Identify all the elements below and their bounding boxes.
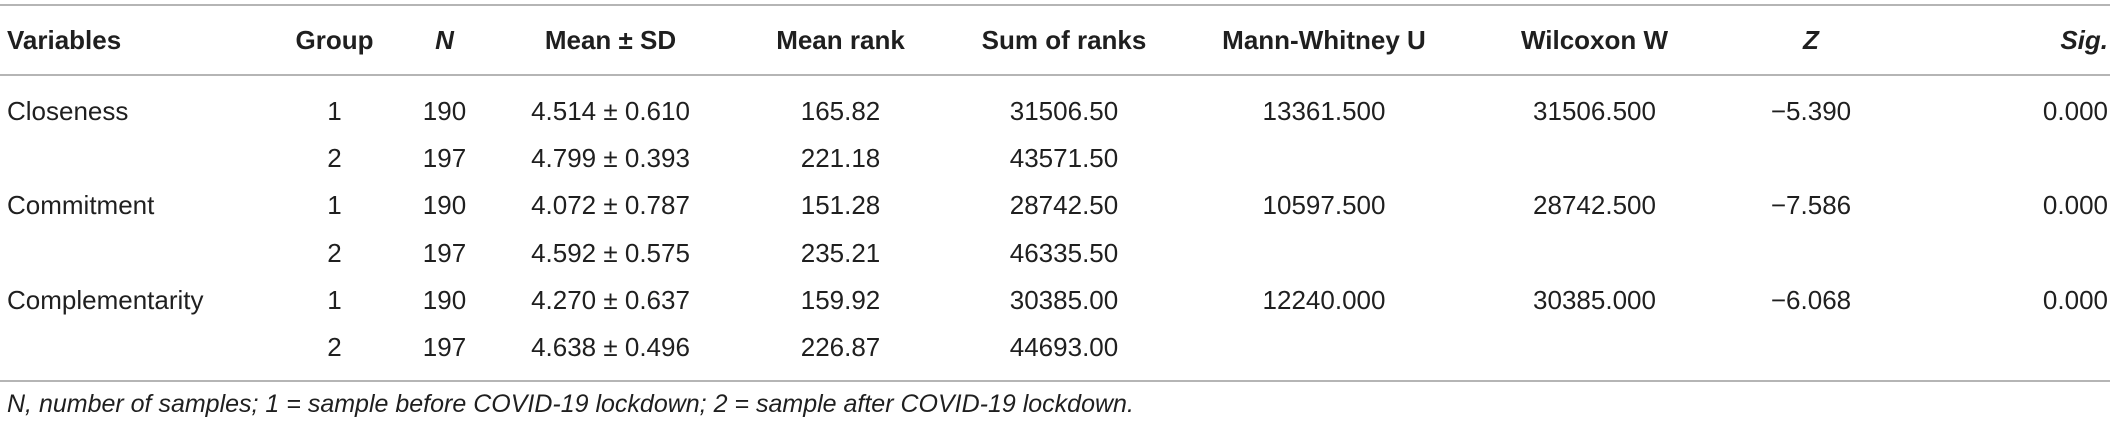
table-row: 2 197 4.799 ± 0.393 221.18 43571.50	[0, 135, 2110, 182]
mann-whitney-table: Variables Group N Mean ± SD Mean rank Su…	[0, 6, 2110, 371]
header-mann-whitney-u: Mann-Whitney U	[1222, 24, 1426, 55]
table-row: 2 197 4.638 ± 0.496 226.87 44693.00	[0, 324, 2110, 371]
cell-group: 2	[327, 332, 342, 363]
cell-wilcoxon-w: 28742.500	[1533, 190, 1656, 221]
cell-mean-rank: 221.18	[800, 143, 881, 174]
cell-wilcoxon-w	[1468, 324, 1721, 371]
table-footnote: N, number of samples; 1 = sample before …	[7, 390, 1134, 418]
cell-wilcoxon-w	[1468, 230, 1721, 277]
header-variables: Variables	[7, 24, 122, 55]
cell-n: 197	[422, 332, 467, 363]
header-rule	[0, 74, 2110, 76]
cell-mean-sd: 4.514 ± 0.610	[531, 96, 690, 127]
cell-variable	[0, 230, 268, 277]
cell-variable	[0, 135, 268, 182]
cell-mann-whitney-u	[1180, 230, 1468, 277]
cell-sig	[1901, 135, 2110, 182]
table-row: Commitment 1 190 4.072 ± 0.787 151.28 28…	[0, 182, 2110, 229]
cell-wilcoxon-w: 30385.000	[1533, 284, 1656, 315]
cell-z: −7.586	[1770, 190, 1852, 221]
cell-z	[1721, 230, 1901, 277]
cell-mean-sd: 4.270 ± 0.637	[531, 284, 690, 315]
cell-mann-whitney-u: 12240.000	[1262, 284, 1386, 315]
cell-variable: Closeness	[7, 96, 129, 127]
cell-sum-ranks: 31506.50	[1009, 96, 1119, 127]
cell-n: 197	[422, 143, 467, 174]
cell-sum-ranks: 46335.50	[1009, 237, 1119, 268]
cell-n: 190	[422, 190, 467, 221]
top-rule	[0, 4, 2110, 6]
cell-sum-ranks: 30385.00	[1009, 284, 1119, 315]
cell-group: 2	[327, 237, 342, 268]
cell-wilcoxon-w	[1468, 135, 1721, 182]
cell-n: 190	[422, 284, 467, 315]
header-z: Z	[1803, 24, 1819, 55]
header-sum-ranks: Sum of ranks	[981, 24, 1147, 55]
cell-group: 1	[327, 190, 342, 221]
cell-mean-rank: 159.92	[800, 284, 881, 315]
cell-variable: Complementarity	[7, 284, 204, 315]
table-row: Closeness 1 190 4.514 ± 0.610 165.82 315…	[0, 80, 2110, 135]
cell-mann-whitney-u: 10597.500	[1262, 190, 1386, 221]
header-mean-sd: Mean ± SD	[544, 24, 677, 55]
header-n: N	[435, 24, 454, 55]
cell-sig	[1901, 324, 2110, 371]
cell-wilcoxon-w: 31506.500	[1533, 96, 1656, 127]
header-group: Group	[295, 24, 374, 55]
cell-group: 1	[327, 284, 342, 315]
table-row: 2 197 4.592 ± 0.575 235.21 46335.50	[0, 230, 2110, 277]
cell-z	[1721, 135, 1901, 182]
cell-mean-rank: 235.21	[800, 237, 881, 268]
header-row: Variables Group N Mean ± SD Mean rank Su…	[0, 6, 2110, 80]
cell-group: 2	[327, 143, 342, 174]
cell-sum-ranks: 43571.50	[1009, 143, 1119, 174]
cell-mann-whitney-u	[1180, 135, 1468, 182]
cell-z	[1721, 324, 1901, 371]
cell-mean-sd: 4.072 ± 0.787	[531, 190, 690, 221]
header-mean-rank: Mean rank	[776, 24, 905, 55]
cell-mean-sd: 4.799 ± 0.393	[531, 143, 690, 174]
cell-group: 1	[327, 96, 342, 127]
bottom-rule	[0, 380, 2110, 382]
cell-sig: 0.000	[2042, 190, 2108, 221]
cell-mean-rank: 165.82	[800, 96, 881, 127]
cell-sum-ranks: 28742.50	[1009, 190, 1119, 221]
table-row: Complementarity 1 190 4.270 ± 0.637 159.…	[0, 277, 2110, 324]
cell-variable	[0, 324, 268, 371]
cell-mann-whitney-u: 13361.500	[1262, 96, 1386, 127]
cell-n: 197	[422, 237, 467, 268]
cell-z: −6.068	[1770, 284, 1852, 315]
header-sig: Sig.	[2060, 24, 2108, 55]
cell-sum-ranks: 44693.00	[1009, 332, 1119, 363]
cell-mann-whitney-u	[1180, 324, 1468, 371]
cell-sig: 0.000	[2042, 96, 2108, 127]
cell-sig	[1901, 230, 2110, 277]
cell-mean-rank: 151.28	[800, 190, 881, 221]
cell-sig: 0.000	[2042, 284, 2108, 315]
header-wilcoxon-w: Wilcoxon W	[1520, 24, 1669, 55]
cell-z: −5.390	[1770, 96, 1852, 127]
cell-mean-sd: 4.592 ± 0.575	[531, 237, 690, 268]
cell-variable: Commitment	[7, 190, 155, 221]
cell-mean-sd: 4.638 ± 0.496	[531, 332, 690, 363]
cell-n: 190	[422, 96, 467, 127]
cell-mean-rank: 226.87	[800, 332, 881, 363]
